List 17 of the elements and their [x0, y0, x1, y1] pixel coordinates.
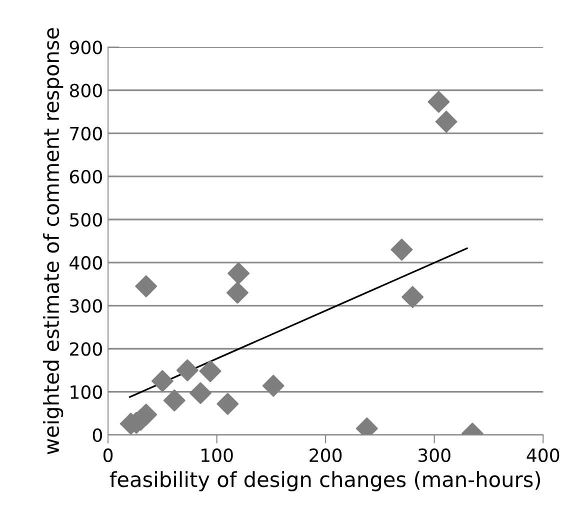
x-tick-label: 200 [310, 448, 342, 462]
x-tick-label: 400 [526, 448, 560, 462]
y-tick-label: 0 [92, 428, 102, 442]
x-tick-label: 0 [103, 448, 113, 462]
y-tick-label: 900 [70, 40, 102, 54]
y-tick-label: 100 [70, 385, 102, 399]
y-tick-label: 200 [70, 342, 102, 356]
y-tick-label: 700 [70, 126, 102, 140]
y-tick-label: 800 [70, 84, 102, 98]
y-tick-label: 300 [70, 299, 102, 313]
y-tick-label: 500 [70, 212, 102, 227]
y-axis-title: weighted estimate of comment response [42, 28, 64, 454]
y-tick-label: 400 [70, 256, 102, 270]
x-tick-label: 300 [418, 448, 450, 462]
y-tick-label: 600 [70, 170, 102, 184]
x-axis-title: feasibility of design changes (man-hours) [110, 471, 540, 492]
x-tick-label: 100 [202, 448, 233, 462]
